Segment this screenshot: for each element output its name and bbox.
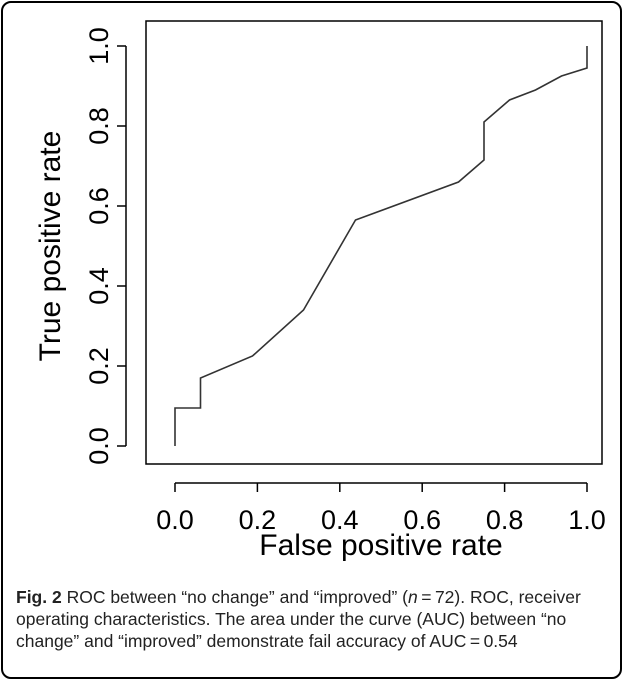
caption-text-part2: = 72). ROC, receiver operating character… — [16, 587, 581, 651]
x-tick-label: 0.4 — [321, 505, 359, 535]
plot-box — [145, 20, 603, 465]
figure-caption: Fig. 2 ROC between “no change” and “impr… — [16, 586, 612, 652]
x-axis-label: False positive rate — [259, 529, 502, 562]
y-tick-label: 0.6 — [84, 187, 114, 225]
figure-label: Fig. 2 — [16, 587, 62, 607]
roc-chart: 0.0 0.2 0.4 0.6 0.8 1.0 0.0 0.2 0.4 0.6 0.8 1.0 Fa… — [34, 20, 606, 562]
y-tick-label: 0.8 — [84, 107, 114, 145]
x-tick-label: 0.8 — [486, 505, 524, 535]
caption-n-symbol: n — [407, 587, 418, 607]
x-tick-label: 0.0 — [156, 505, 194, 535]
x-tick-label: 1.0 — [568, 505, 606, 535]
y-ticks: 0.0 0.2 0.4 0.6 0.8 1.0 — [84, 27, 126, 465]
x-tick-label: 0.2 — [239, 505, 277, 535]
y-tick-label: 0.2 — [84, 347, 114, 385]
y-axis-label: True positive rate — [34, 131, 67, 362]
caption-text-part1: ROC between “no change” and “improved” ( — [61, 587, 408, 607]
y-tick-label: 0.4 — [84, 267, 114, 305]
x-ticks: 0.0 0.2 0.4 0.6 0.8 1.0 — [156, 483, 606, 535]
y-tick-label: 0.0 — [84, 427, 114, 465]
y-tick-label: 1.0 — [84, 27, 114, 65]
x-tick-label: 0.6 — [403, 505, 441, 535]
roc-curve — [174, 46, 588, 446]
